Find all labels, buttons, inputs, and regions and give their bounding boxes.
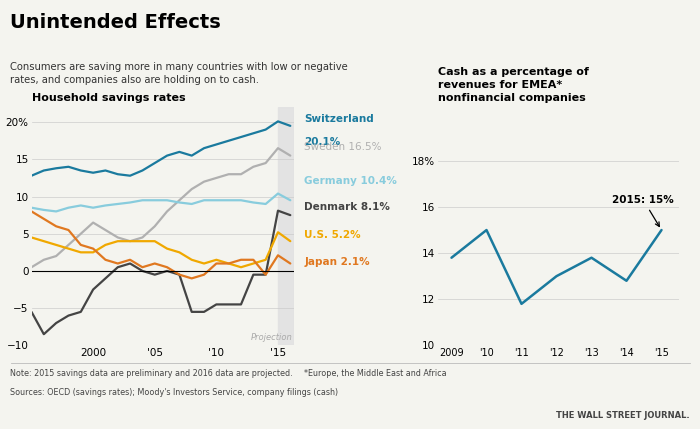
Text: *Europe, the Middle East and Africa: *Europe, the Middle East and Africa: [304, 369, 447, 378]
Text: Unintended Effects: Unintended Effects: [10, 13, 221, 32]
Text: Cash as a percentage of
revenues for EMEA*
nonfinancial companies: Cash as a percentage of revenues for EME…: [438, 67, 589, 103]
Text: THE WALL STREET JOURNAL.: THE WALL STREET JOURNAL.: [556, 411, 690, 420]
Text: 2015: 15%: 2015: 15%: [612, 195, 674, 227]
Text: Denmark 8.1%: Denmark 8.1%: [304, 202, 391, 211]
Text: Sources: OECD (savings rates); Moody's Investors Service, company filings (cash): Sources: OECD (savings rates); Moody's I…: [10, 388, 339, 397]
Text: U.S. 5.2%: U.S. 5.2%: [304, 230, 361, 239]
Text: Japan 2.1%: Japan 2.1%: [304, 257, 370, 267]
Text: Germany 10.4%: Germany 10.4%: [304, 176, 398, 186]
Text: 20.1%: 20.1%: [304, 137, 341, 147]
Text: Household savings rates: Household savings rates: [32, 93, 185, 103]
Text: Note: 2015 savings data are preliminary and 2016 data are projected.: Note: 2015 savings data are preliminary …: [10, 369, 293, 378]
Text: Switzerland: Switzerland: [304, 114, 374, 124]
Text: Consumers are saving more in many countries with low or negative
rates, and comp: Consumers are saving more in many countr…: [10, 62, 349, 85]
Text: Sweden 16.5%: Sweden 16.5%: [304, 142, 382, 151]
Bar: [278, 107, 294, 345]
Text: Projection: Projection: [251, 332, 293, 341]
